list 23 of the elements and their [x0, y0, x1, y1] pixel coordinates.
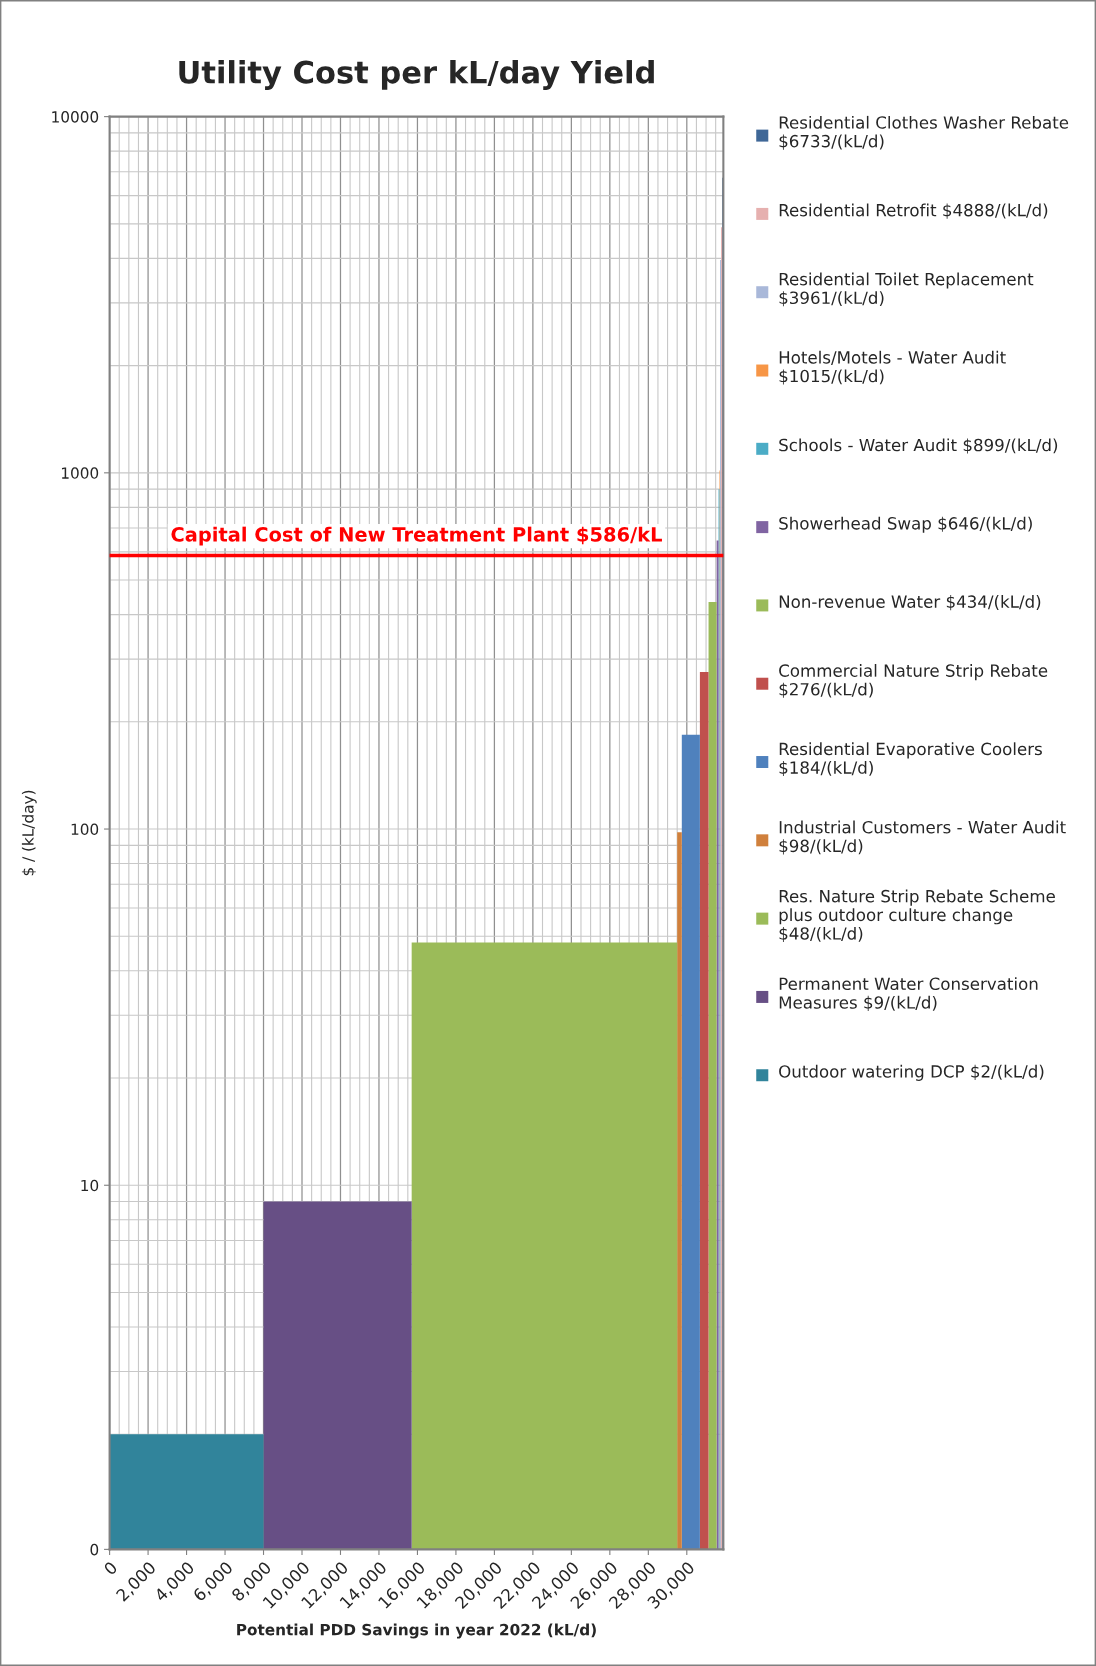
- legend-label: Schools - Water Audit $899/(kL/d): [779, 438, 1058, 454]
- y-tick-label: 100: [71, 823, 99, 836]
- chart-title: Utility Cost per kL/day Yield: [179, 60, 654, 90]
- legend-label: Permanent Water Conservation Measures $9/(kL/d): [779, 977, 1038, 1011]
- legend-label: Showerhead Swap $646/(kL/d): [779, 516, 1032, 533]
- x-axis-title: Potential PDD Savings in year 2022 (kL/d): [237, 1623, 596, 1639]
- y-tick-label: 0: [90, 1543, 99, 1556]
- y-axis-title: $ / (kL/day): [21, 790, 37, 876]
- y-tick-label: 10: [81, 1179, 99, 1192]
- ref-line-label: Capital Cost of New Treatment Plant $586/kL: [171, 526, 662, 546]
- legend-label: Hotels/Motels - Water Audit $1015/(kL/d): [779, 350, 1006, 385]
- legend-label: Outdoor watering DCP $2/(kL/d): [779, 1064, 1044, 1081]
- legend-label: Res. Nature Strip Rebate Scheme plus outdoor culture change $48/(kL/d): [779, 889, 1055, 943]
- legend-label: Industrial Customers - Water Audit $98/(kL/d): [779, 820, 1066, 855]
- y-tick-label: 10000: [52, 111, 99, 123]
- y-tick-label: 1000: [61, 467, 99, 479]
- legend-label: Commercial Nature Strip Rebate $276/(kL/d): [779, 664, 1048, 698]
- legend-label: Residential Toilet Replacement $3961/(kL/d): [779, 272, 1034, 307]
- legend-label: Residential Retrofit $4888/(kL/d): [779, 203, 1048, 219]
- legend-label: Non-revenue Water $434/(kL/d): [779, 595, 1041, 611]
- legend-label: Residential Evaporative Coolers $184/(kL/d): [779, 742, 1042, 777]
- x-tick-label: 0: [103, 1560, 118, 1576]
- legend-label: Residential Clothes Washer Rebate $6733/(kL/d): [779, 115, 1069, 150]
